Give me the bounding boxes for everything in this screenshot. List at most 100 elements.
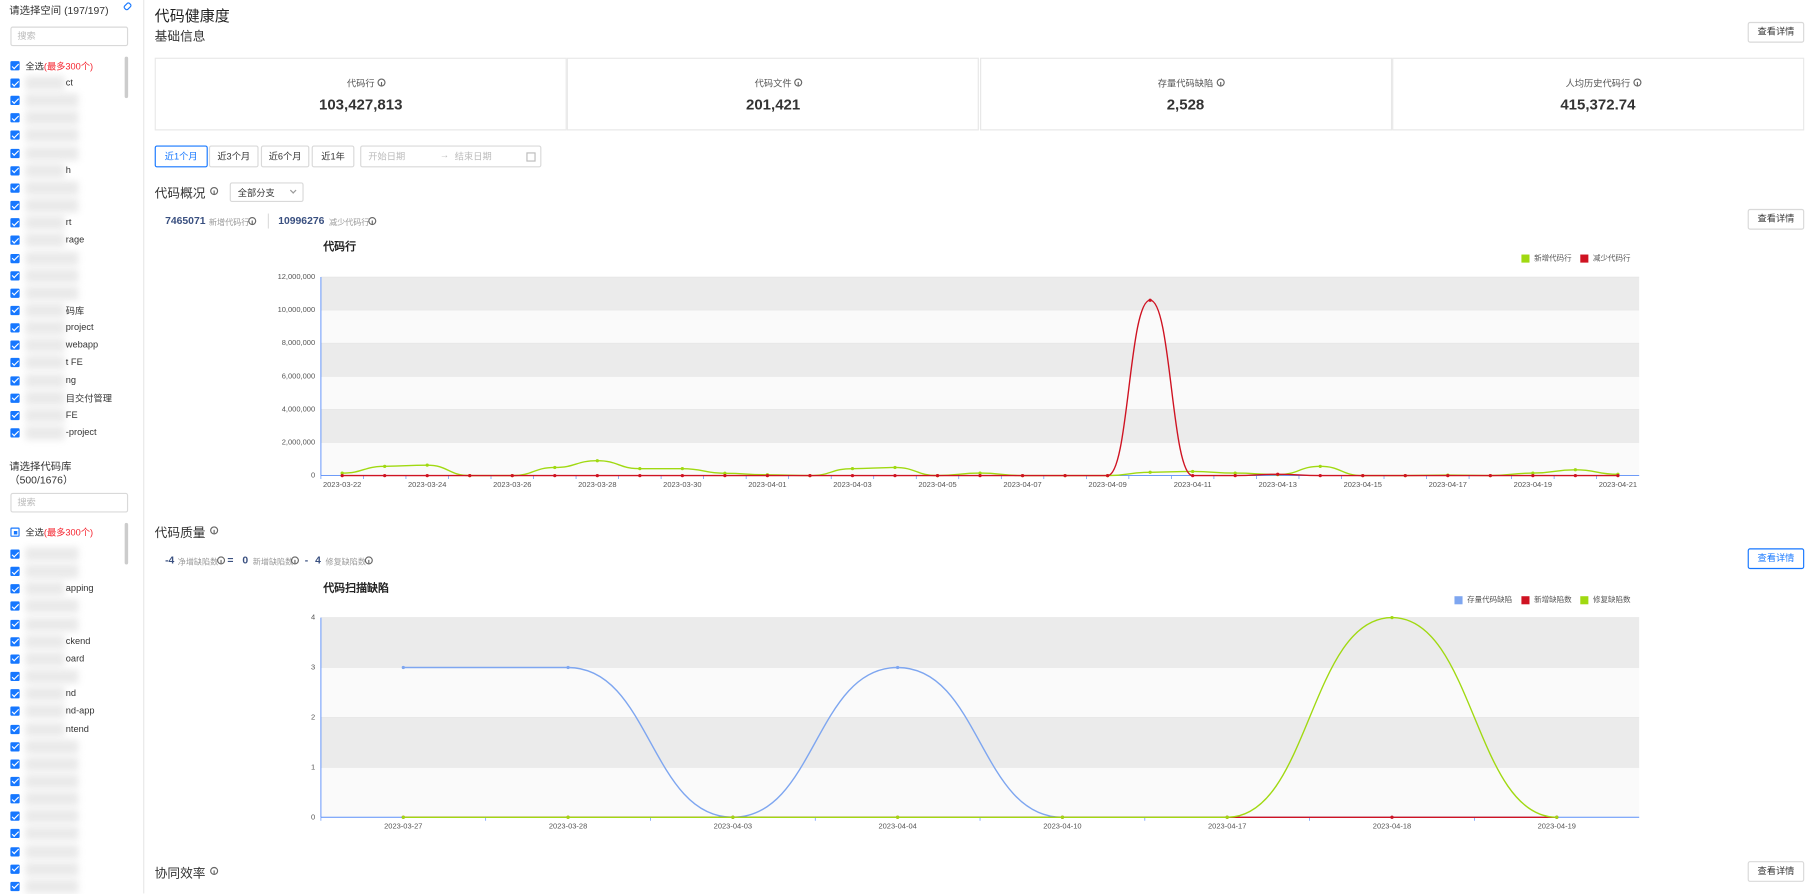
checkbox[interactable] xyxy=(10,323,20,333)
checkbox[interactable] xyxy=(10,393,20,403)
checkbox[interactable] xyxy=(10,165,20,176)
blurred-name xyxy=(25,163,65,178)
checkbox[interactable] xyxy=(10,61,20,71)
detail-button[interactable]: 查看详情 xyxy=(1747,548,1805,570)
checkbox[interactable] xyxy=(10,671,20,682)
checkbox[interactable] xyxy=(10,375,20,386)
range-tab[interactable]: 近6个月 xyxy=(260,145,310,168)
item-name: rage xyxy=(65,234,85,246)
detail-button[interactable]: 查看详情 xyxy=(1747,861,1805,882)
checkbox[interactable] xyxy=(10,881,20,891)
point xyxy=(595,459,599,463)
y-tick-label: 1 xyxy=(311,762,315,771)
point xyxy=(1148,470,1152,474)
checkbox[interactable] xyxy=(10,95,20,106)
item-name: ckend xyxy=(65,635,91,647)
stat-label: 代码文件 xyxy=(754,78,792,89)
checkbox[interactable] xyxy=(10,846,20,856)
x-tick-label: 2023-03-22 xyxy=(323,480,361,489)
info-icon xyxy=(1633,78,1642,87)
date-picker[interactable] xyxy=(360,145,542,168)
point xyxy=(680,467,684,471)
checkbox[interactable] xyxy=(10,358,20,368)
point xyxy=(1446,473,1450,478)
search-input[interactable] xyxy=(10,492,129,513)
checkbox[interactable] xyxy=(10,183,20,193)
checkbox[interactable] xyxy=(10,636,20,647)
checkbox[interactable] xyxy=(10,410,20,420)
x-tick-label: 2023-04-03 xyxy=(714,821,752,830)
detail-button[interactable]: 查看详情 xyxy=(1747,21,1805,43)
checkbox[interactable] xyxy=(10,864,20,874)
chart-title: 代码扫描缺陷 xyxy=(322,581,389,595)
checkbox[interactable] xyxy=(10,340,20,351)
x-tick-label: 2023-04-10 xyxy=(1043,821,1081,830)
item-name: project xyxy=(65,322,94,333)
checkbox[interactable] xyxy=(10,811,20,822)
blurred-name xyxy=(25,268,79,283)
blurred-name xyxy=(25,722,65,736)
legend-label: 存量代码缺陷 xyxy=(1467,594,1512,604)
point xyxy=(383,473,387,478)
blurred-name xyxy=(25,146,79,160)
blurred-name xyxy=(25,669,79,684)
checkbox[interactable] xyxy=(10,706,20,717)
range-tab[interactable]: 近1年 xyxy=(311,145,355,168)
blurred-name xyxy=(25,355,65,370)
line-series xyxy=(342,299,1618,477)
stat-card xyxy=(979,57,1392,131)
checkbox[interactable] xyxy=(10,288,20,298)
branch-select[interactable] xyxy=(229,182,304,203)
point xyxy=(638,467,642,471)
checkbox[interactable] xyxy=(10,218,20,228)
date-end: 结束日期 xyxy=(454,151,492,162)
point xyxy=(340,471,344,475)
legend-swatch xyxy=(1521,596,1530,605)
search-input[interactable] xyxy=(10,26,129,47)
checkbox[interactable] xyxy=(10,829,20,839)
x-tick-label: 2023-03-27 xyxy=(384,821,422,830)
blurred-name xyxy=(25,286,79,300)
checkbox[interactable] xyxy=(10,724,20,734)
checkbox[interactable] xyxy=(10,200,20,211)
blurred-name xyxy=(25,390,65,405)
checkbox[interactable] xyxy=(10,428,20,438)
checkbox[interactable] xyxy=(10,148,20,158)
checkbox[interactable] xyxy=(10,549,20,559)
checkbox[interactable] xyxy=(10,113,20,123)
calendar-icon xyxy=(526,152,536,162)
detail-button[interactable]: 查看详情 xyxy=(1747,208,1805,230)
range-tab[interactable]: 近1个月 xyxy=(154,145,208,168)
grid-band xyxy=(320,310,1640,344)
blurred-name xyxy=(25,879,79,894)
checkbox[interactable] xyxy=(10,253,20,263)
summary-value: 4 xyxy=(315,554,321,566)
range-tab[interactable]: 近3个月 xyxy=(208,145,259,168)
point xyxy=(553,465,557,470)
checkbox[interactable] xyxy=(10,527,20,537)
checkbox[interactable] xyxy=(10,601,20,612)
checkbox[interactable] xyxy=(10,130,20,141)
checkbox[interactable] xyxy=(10,305,20,316)
x-tick-label: 2023-04-18 xyxy=(1373,821,1411,830)
checkbox[interactable] xyxy=(10,584,20,594)
checkbox[interactable] xyxy=(10,270,20,281)
point xyxy=(1233,471,1237,475)
blurred-name xyxy=(25,233,65,248)
point xyxy=(850,467,855,471)
checkbox[interactable] xyxy=(10,619,20,629)
checkbox[interactable] xyxy=(10,235,20,246)
checkbox[interactable] xyxy=(10,654,20,664)
y-tick-label: 8,000,000 xyxy=(282,338,315,347)
point xyxy=(425,473,429,478)
blurred-name xyxy=(25,687,65,701)
checkbox[interactable] xyxy=(10,759,20,769)
checkbox[interactable] xyxy=(10,741,20,752)
checkbox[interactable] xyxy=(10,776,20,787)
checkbox[interactable] xyxy=(10,78,20,88)
checkbox[interactable] xyxy=(10,794,20,804)
point xyxy=(893,473,897,478)
checkbox[interactable] xyxy=(10,566,20,577)
blurred-name xyxy=(25,704,65,719)
checkbox[interactable] xyxy=(10,689,20,699)
